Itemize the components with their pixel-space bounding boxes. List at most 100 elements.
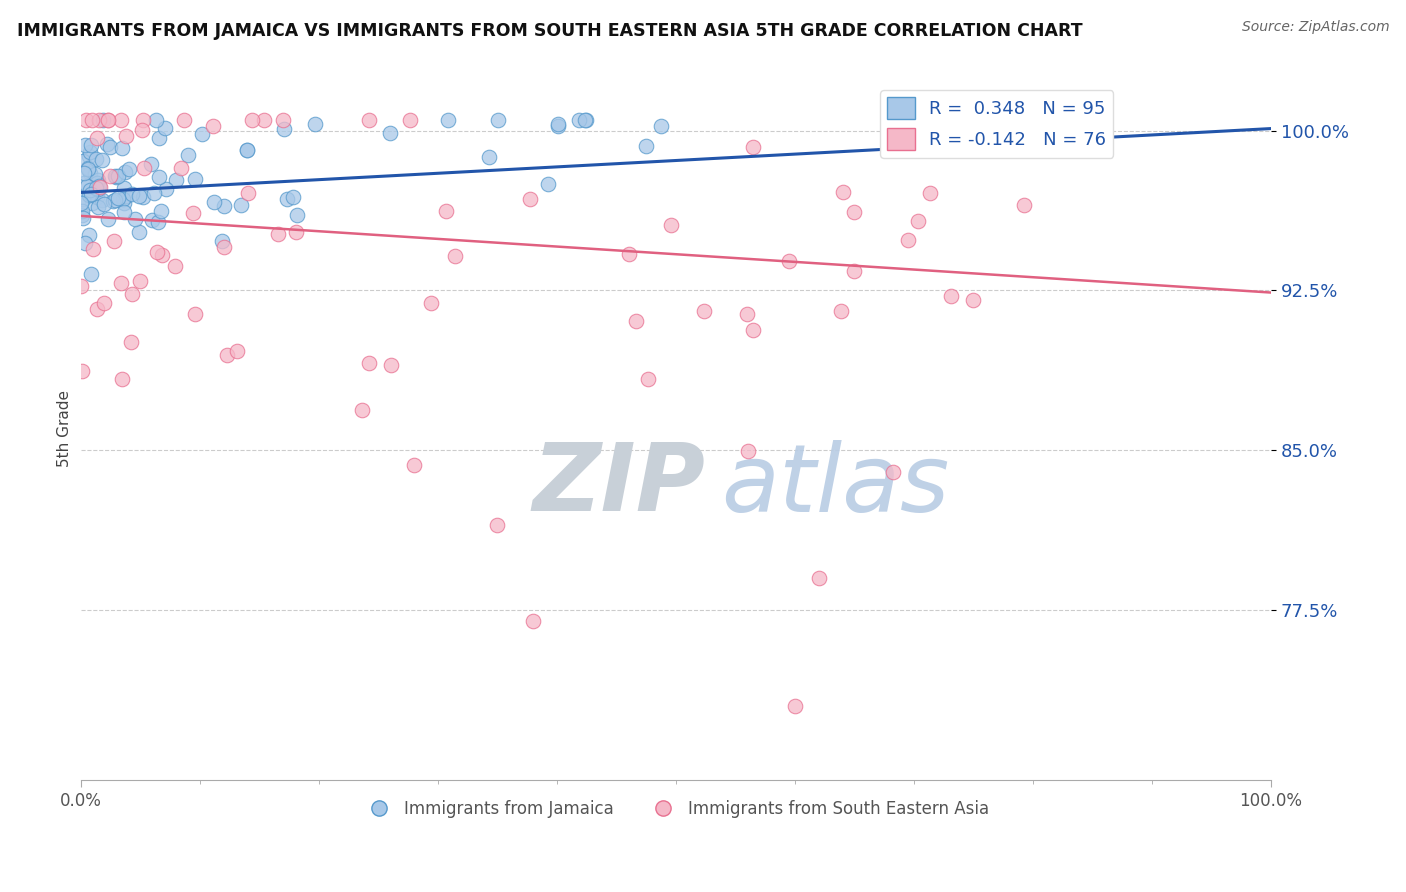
- Point: [486, 517, 509, 532]
- Point: [907, 214, 929, 228]
- Point: [110, 277, 132, 291]
- Point: [79, 166, 101, 180]
- Point: [90, 153, 112, 168]
- Point: [76, 179, 98, 194]
- Point: [547, 119, 569, 133]
- Point: [146, 245, 169, 260]
- Point: [114, 189, 136, 203]
- Point: [148, 170, 170, 185]
- Point: [568, 113, 591, 128]
- Point: [96, 136, 118, 151]
- Point: [73, 166, 96, 180]
- Point: [79, 145, 101, 160]
- Point: [73, 176, 96, 190]
- Point: [574, 113, 596, 128]
- Point: [212, 199, 235, 213]
- Point: [104, 169, 127, 184]
- Legend: Immigrants from Jamaica, Immigrants from South Eastern Asia: Immigrants from Jamaica, Immigrants from…: [356, 793, 997, 825]
- Point: [112, 181, 135, 195]
- Point: [150, 247, 173, 261]
- Point: [145, 113, 167, 128]
- Point: [693, 303, 716, 318]
- Point: [112, 192, 135, 206]
- Point: [79, 183, 101, 197]
- Point: [70, 279, 93, 293]
- Point: [86, 301, 108, 316]
- Point: [128, 274, 150, 288]
- Point: [742, 140, 765, 154]
- Point: [737, 444, 759, 458]
- Point: [357, 113, 380, 128]
- Point: [882, 466, 904, 480]
- Point: [173, 113, 195, 128]
- Point: [522, 614, 544, 628]
- Point: [91, 113, 114, 128]
- Point: [91, 193, 114, 207]
- Point: [236, 143, 259, 157]
- Point: [240, 113, 263, 128]
- Point: [350, 403, 373, 417]
- Point: [76, 161, 98, 175]
- Point: [191, 128, 214, 142]
- Point: [93, 196, 115, 211]
- Point: [155, 182, 177, 196]
- Point: [75, 236, 97, 251]
- Point: [134, 161, 156, 176]
- Point: [139, 156, 162, 170]
- Point: [536, 177, 558, 191]
- Point: [77, 149, 100, 163]
- Point: [97, 113, 120, 128]
- Point: [163, 259, 186, 273]
- Point: [70, 209, 93, 223]
- Point: [73, 138, 96, 153]
- Y-axis label: 5th Grade: 5th Grade: [58, 391, 72, 467]
- Point: [82, 242, 104, 256]
- Point: [650, 120, 672, 134]
- Point: [443, 249, 465, 263]
- Point: [574, 113, 596, 128]
- Point: [897, 233, 920, 247]
- Point: [741, 323, 763, 337]
- Point: [177, 148, 200, 162]
- Point: [141, 213, 163, 227]
- Point: [253, 113, 276, 128]
- Point: [183, 308, 205, 322]
- Point: [941, 289, 963, 303]
- Point: [84, 153, 107, 167]
- Point: [86, 176, 108, 190]
- Point: [267, 227, 290, 241]
- Point: [236, 143, 259, 157]
- Point: [80, 137, 103, 152]
- Point: [380, 359, 402, 373]
- Point: [378, 126, 401, 140]
- Point: [271, 113, 294, 128]
- Point: [132, 190, 155, 204]
- Point: [70, 204, 93, 219]
- Point: [519, 192, 541, 206]
- Point: [98, 140, 121, 154]
- Point: [86, 130, 108, 145]
- Point: [419, 296, 441, 310]
- Point: [170, 161, 193, 176]
- Point: [110, 113, 132, 128]
- Point: [131, 123, 153, 137]
- Point: [783, 698, 806, 713]
- Text: atlas: atlas: [721, 440, 949, 531]
- Point: [121, 186, 143, 201]
- Point: [83, 167, 105, 181]
- Point: [93, 296, 115, 310]
- Point: [832, 186, 855, 200]
- Point: [112, 196, 135, 211]
- Point: [148, 130, 170, 145]
- Point: [82, 113, 104, 128]
- Point: [304, 117, 326, 131]
- Point: [486, 113, 509, 128]
- Point: [276, 193, 298, 207]
- Point: [284, 225, 307, 239]
- Point: [434, 203, 457, 218]
- Point: [104, 169, 127, 183]
- Point: [918, 186, 941, 200]
- Text: Source: ZipAtlas.com: Source: ZipAtlas.com: [1241, 20, 1389, 34]
- Point: [89, 180, 111, 194]
- Point: [72, 154, 94, 169]
